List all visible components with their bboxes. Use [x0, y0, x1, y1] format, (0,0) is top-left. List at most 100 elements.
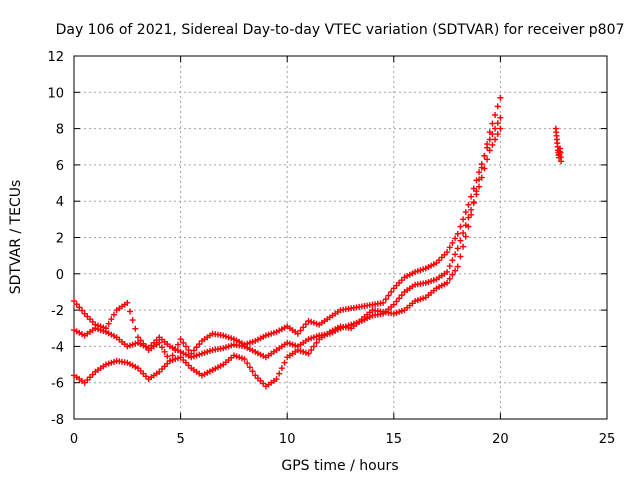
y-tick-label: -4: [51, 340, 64, 355]
data-point-interp: [126, 308, 133, 315]
series-track-c: [71, 94, 504, 390]
y-tick-label: -8: [51, 413, 64, 428]
data-point-interp: [246, 364, 253, 371]
y-tick-label: 0: [56, 268, 64, 283]
y-tick-label: 8: [56, 123, 64, 138]
y-tick-label: 6: [56, 159, 64, 174]
data-point-interp: [468, 193, 475, 200]
data-point-interp: [249, 368, 256, 375]
data-point-interp: [108, 316, 115, 323]
data-point-interp: [452, 235, 459, 242]
data-point-interp: [180, 339, 187, 346]
data-point-interp: [132, 325, 139, 332]
data-point-interp: [129, 317, 136, 324]
data-point-interp: [73, 301, 80, 308]
data-point-interp: [494, 120, 501, 127]
data-point: [124, 299, 131, 306]
series-track-a: [71, 114, 504, 364]
data-point: [486, 129, 493, 136]
data-point-interp: [446, 263, 453, 270]
data-point-interp: [473, 188, 480, 195]
y-tick-label: -6: [51, 377, 64, 392]
data-point-interp: [110, 311, 117, 318]
data-point-interp: [460, 229, 467, 236]
data-point-interp: [470, 200, 477, 207]
data-point-interp: [300, 324, 307, 331]
data-point-interp: [492, 111, 499, 118]
data-point-interp: [385, 292, 392, 299]
data-point-interp: [481, 152, 488, 159]
data-point-interp: [452, 251, 459, 258]
data-point-interp: [449, 239, 456, 246]
x-tick-label: 20: [492, 432, 509, 447]
data-point: [294, 330, 301, 337]
data-point-interp: [457, 223, 464, 230]
data-point: [444, 279, 451, 286]
data-point: [454, 263, 461, 270]
data-point-interp: [190, 347, 197, 354]
data-point-interp: [494, 103, 501, 110]
y-axis-title: SDTVAR / TECUs: [8, 180, 24, 295]
data-point: [465, 223, 472, 230]
data-point: [444, 268, 451, 275]
data-point-interp: [457, 253, 464, 260]
data-point-interp: [396, 295, 403, 302]
data-point-interp: [276, 370, 283, 377]
data-point-interp: [484, 141, 491, 148]
data-point-interp: [489, 141, 496, 148]
data-point-interp: [462, 209, 469, 216]
chart-title: Day 106 of 2021, Sidereal Day-to-day VTE…: [56, 22, 625, 38]
data-point-interp: [489, 120, 496, 127]
data-point: [497, 94, 504, 101]
x-tick-label: 15: [386, 432, 403, 447]
data-point-interp: [182, 343, 189, 350]
x-tick-label: 25: [599, 432, 616, 447]
data-point-interp: [185, 347, 192, 354]
data-point: [454, 245, 461, 252]
data-point-interp: [174, 341, 181, 348]
series-late-cluster: [552, 125, 565, 165]
data-point-interp: [449, 257, 456, 264]
data-point-interp: [281, 359, 288, 366]
data-point: [497, 114, 504, 121]
data-point-interp: [452, 267, 459, 274]
data-point-interp: [398, 292, 405, 299]
data-point: [380, 299, 387, 306]
data-point-interp: [76, 304, 83, 311]
data-point: [134, 334, 141, 341]
data-point-interp: [446, 244, 453, 251]
data-point-interp: [244, 360, 251, 367]
y-tick-label: -2: [51, 304, 64, 319]
y-tick-label: 4: [56, 195, 64, 210]
data-point-interp: [462, 233, 469, 240]
x-tick-label: 5: [176, 432, 184, 447]
data-point-interp: [308, 347, 315, 354]
data-point-interp: [161, 348, 168, 355]
data-point-interp: [457, 237, 464, 244]
data-point-interp: [313, 339, 320, 346]
data-point: [390, 301, 397, 308]
data-point-interp: [164, 353, 171, 360]
data-point: [305, 350, 312, 357]
data-point: [476, 169, 483, 176]
data-point-interp: [446, 275, 453, 282]
data-point-interp: [193, 344, 200, 351]
data-point: [465, 201, 472, 208]
data-point: [476, 176, 483, 183]
data-point: [273, 376, 280, 383]
axis-ticks: [73, 55, 608, 420]
data-point: [454, 230, 461, 237]
y-tick-label: 10: [47, 86, 64, 101]
y-tick-label: 2: [56, 232, 64, 247]
data-point-interp: [484, 156, 491, 163]
data-point-interp: [382, 296, 389, 303]
data-point-interp: [393, 298, 400, 305]
data-point: [71, 298, 77, 305]
y-tick-labels: -8 -6 -4 -2 0 2 4 6 8 10 12: [47, 50, 64, 428]
data-point-interp: [460, 243, 467, 250]
data-point: [241, 356, 248, 363]
y-tick-label: 12: [47, 50, 64, 65]
x-tick-label: 0: [70, 432, 78, 447]
data-point: [444, 249, 451, 256]
data-point: [558, 158, 565, 165]
